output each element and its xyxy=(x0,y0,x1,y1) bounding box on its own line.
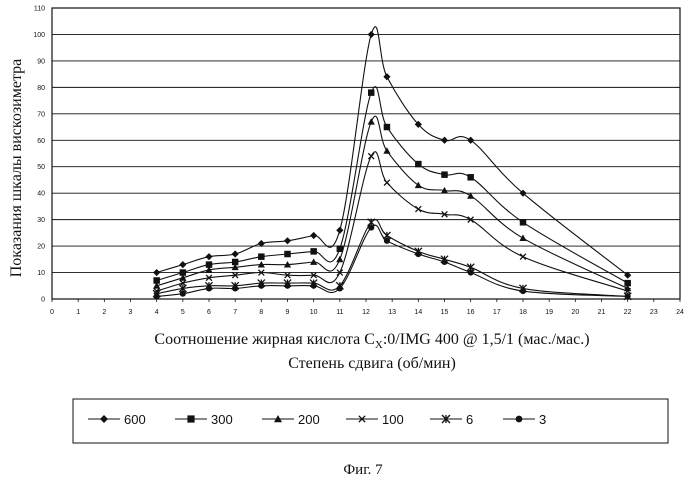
point-square xyxy=(520,219,526,225)
y-tick-labels: 0 10 20 30 40 50 60 70 80 90 100 110 xyxy=(33,6,45,304)
x-axis-label-prefix: Соотношение жирная кислота C xyxy=(154,331,374,348)
x-tick-label: 10 xyxy=(310,309,318,316)
y-tick-label: 100 xyxy=(33,32,45,39)
point-square xyxy=(384,124,390,130)
x-tick-label: 8 xyxy=(259,309,263,316)
y-tick-label: 110 xyxy=(34,6,45,13)
y-tick-label: 80 xyxy=(37,85,45,92)
legend-label: 100 xyxy=(382,412,404,427)
legend-label: 600 xyxy=(124,412,146,427)
x-tick-label: 24 xyxy=(676,309,684,316)
point-circle xyxy=(180,291,186,297)
x-tick-label: 18 xyxy=(519,309,527,316)
x-axis-label-sub: X xyxy=(375,339,383,351)
point-square xyxy=(467,174,473,180)
x-tick-label: 20 xyxy=(571,309,579,316)
point-square xyxy=(368,89,374,95)
x-tick-label: 9 xyxy=(286,309,290,316)
legend-box xyxy=(73,399,668,443)
x-tick-label: 22 xyxy=(624,309,632,316)
x-tick-label: 15 xyxy=(441,309,449,316)
y-tick-label: 70 xyxy=(37,111,45,118)
x-tick-label: 6 xyxy=(207,309,211,316)
x-tick-label: 21 xyxy=(598,309,606,316)
x-axis-label-line2: Степень сдвига (об/мин) xyxy=(288,355,456,372)
x-tick-label: 7 xyxy=(233,309,237,316)
legend-label: 300 xyxy=(211,412,233,427)
x-tick-label: 23 xyxy=(650,309,658,316)
point-circle xyxy=(441,259,447,265)
x-tick-label: 3 xyxy=(129,309,133,316)
y-tick-label: 20 xyxy=(37,244,45,251)
point-square xyxy=(441,171,447,177)
x-axis-label: Соотношение жирная кислота CX:0/IMG 400 … xyxy=(154,331,589,351)
point-circle xyxy=(284,283,290,289)
point-circle xyxy=(206,285,212,291)
legend-label: 3 xyxy=(539,412,546,427)
point-circle xyxy=(232,285,238,291)
point-square xyxy=(284,251,290,257)
x-axis-label-suffix: :0/IMG 400 @ 1,5/1 (мас./мас.) xyxy=(383,331,590,348)
point-circle xyxy=(154,293,160,299)
y-tick-label: 90 xyxy=(37,58,45,65)
legend-label: 200 xyxy=(298,412,320,427)
point-circle xyxy=(468,269,474,275)
y-tick-label: 40 xyxy=(37,191,45,198)
plot-area xyxy=(52,8,680,299)
x-tick-label: 19 xyxy=(545,309,553,316)
point-circle xyxy=(520,288,526,294)
point-square xyxy=(258,253,264,259)
x-tick-label: 12 xyxy=(362,309,370,316)
plot-frame xyxy=(52,8,680,299)
point-circle xyxy=(516,416,523,423)
y-axis-label: Показания шкалы вискозиметра xyxy=(8,59,25,278)
point-circle xyxy=(368,225,374,231)
x-tick-labels: 0123456789101112131415161718192021222324 xyxy=(50,309,684,316)
point-circle xyxy=(337,285,343,291)
x-tick-label: 5 xyxy=(181,309,185,316)
figure-caption: Фиг. 7 xyxy=(343,462,383,478)
y-tick-label: 0 xyxy=(41,297,45,304)
y-tick-label: 60 xyxy=(37,138,45,145)
x-tick-label: 2 xyxy=(102,309,106,316)
x-tick-label: 1 xyxy=(76,309,80,316)
y-tick-label: 50 xyxy=(37,164,45,171)
point-circle xyxy=(625,293,631,299)
point-circle xyxy=(258,283,264,289)
point-circle xyxy=(384,238,390,244)
x-tick-label: 14 xyxy=(414,309,422,316)
point-square xyxy=(415,161,421,167)
legend-label: 6 xyxy=(466,412,473,427)
point-circle xyxy=(311,283,317,289)
x-tick-label: 16 xyxy=(467,309,475,316)
x-tick-label: 4 xyxy=(155,309,159,316)
x-tick-label: 17 xyxy=(493,309,501,316)
y-tick-label: 30 xyxy=(37,217,45,224)
y-tick-label: 10 xyxy=(37,270,45,277)
point-square xyxy=(187,415,194,422)
point-circle xyxy=(415,251,421,257)
point-square xyxy=(310,248,316,254)
x-tick-label: 13 xyxy=(388,309,396,316)
x-tick-label: 0 xyxy=(50,309,54,316)
x-tick-label: 11 xyxy=(336,309,343,316)
